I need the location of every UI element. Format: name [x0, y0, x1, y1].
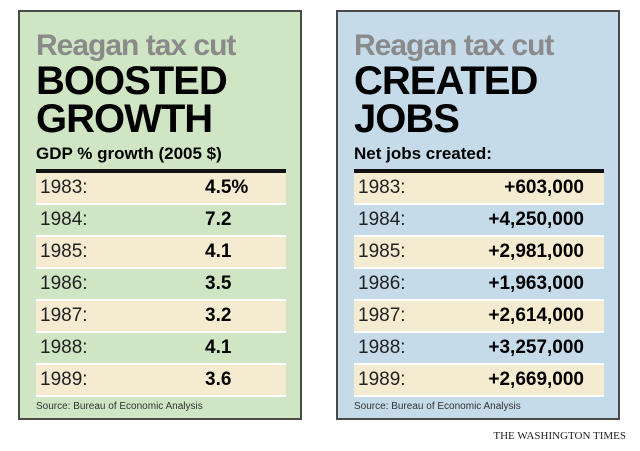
value-cell: 4.1	[205, 337, 232, 358]
table-row: 1986: 3.5	[36, 269, 286, 301]
year-cell: 1987:	[40, 305, 88, 326]
table-row: 1984: 7.2	[36, 205, 286, 237]
value-cell: +3,257,000	[488, 337, 584, 358]
year-cell: 1986:	[358, 273, 406, 294]
table-row: 1989: 3.6	[36, 365, 286, 397]
kicker: Reagan tax cut	[354, 29, 554, 62]
value-cell: +1,963,000	[488, 273, 584, 294]
table-row: 1989: +2,669,000	[354, 365, 604, 397]
jobs-panel: Reagan tax cut CREATED JOBS Net jobs create…	[336, 10, 620, 420]
value-cell: 4.5%	[205, 177, 249, 198]
value-cell: 7.2	[205, 209, 232, 230]
value-cell: +2,614,000	[488, 305, 584, 326]
year-cell: 1985:	[358, 241, 406, 262]
subhead: GDP % growth (2005 $)	[36, 144, 286, 173]
year-cell: 1988:	[358, 337, 406, 358]
year-cell: 1984:	[358, 209, 406, 230]
value-cell: +2,669,000	[488, 369, 584, 390]
table-row: 1984: +4,250,000	[354, 205, 604, 237]
year-cell: 1989:	[358, 369, 406, 390]
year-cell: 1987:	[358, 305, 406, 326]
value-cell: +4,250,000	[488, 209, 584, 230]
year-cell: 1984:	[40, 209, 88, 230]
table-row: 1987: 3.2	[36, 301, 286, 333]
year-cell: 1985:	[40, 241, 88, 262]
table-row: 1983: +603,000	[354, 173, 604, 205]
table-row: 1985: +2,981,000	[354, 237, 604, 269]
value-cell: 3.6	[205, 369, 232, 390]
table-row: 1987: +2,614,000	[354, 301, 604, 333]
credit: THE WASHINGTON TIMES	[493, 430, 626, 442]
year-cell: 1983:	[358, 177, 406, 198]
year-cell: 1988:	[40, 337, 88, 358]
headline: JOBS	[354, 97, 460, 141]
subhead: Net jobs created:	[354, 144, 604, 173]
headline: BOOSTED	[36, 59, 228, 103]
kicker: Reagan tax cut	[36, 29, 236, 62]
table-row: 1988: 4.1	[36, 333, 286, 365]
source: Source: Bureau of Economic Analysis	[36, 401, 203, 412]
value-cell: +2,981,000	[488, 241, 584, 262]
value-cell: 4.1	[205, 241, 232, 262]
table-row: 1986: +1,963,000	[354, 269, 604, 301]
table-row: 1983: 4.5%	[36, 173, 286, 205]
headline: CREATED	[354, 59, 538, 103]
year-cell: 1986:	[40, 273, 88, 294]
value-cell: 3.5	[205, 273, 232, 294]
headline: GROWTH	[36, 97, 213, 141]
growth-panel: Reagan tax cut BOOSTED GROWTH GDP % growth …	[18, 10, 302, 420]
value-cell: 3.2	[205, 305, 232, 326]
source: Source: Bureau of Economic Analysis	[354, 401, 521, 412]
table-row: 1988: +3,257,000	[354, 333, 604, 365]
table-row: 1985: 4.1	[36, 237, 286, 269]
year-cell: 1983:	[40, 177, 88, 198]
year-cell: 1989:	[40, 369, 88, 390]
value-cell: +603,000	[504, 177, 584, 198]
